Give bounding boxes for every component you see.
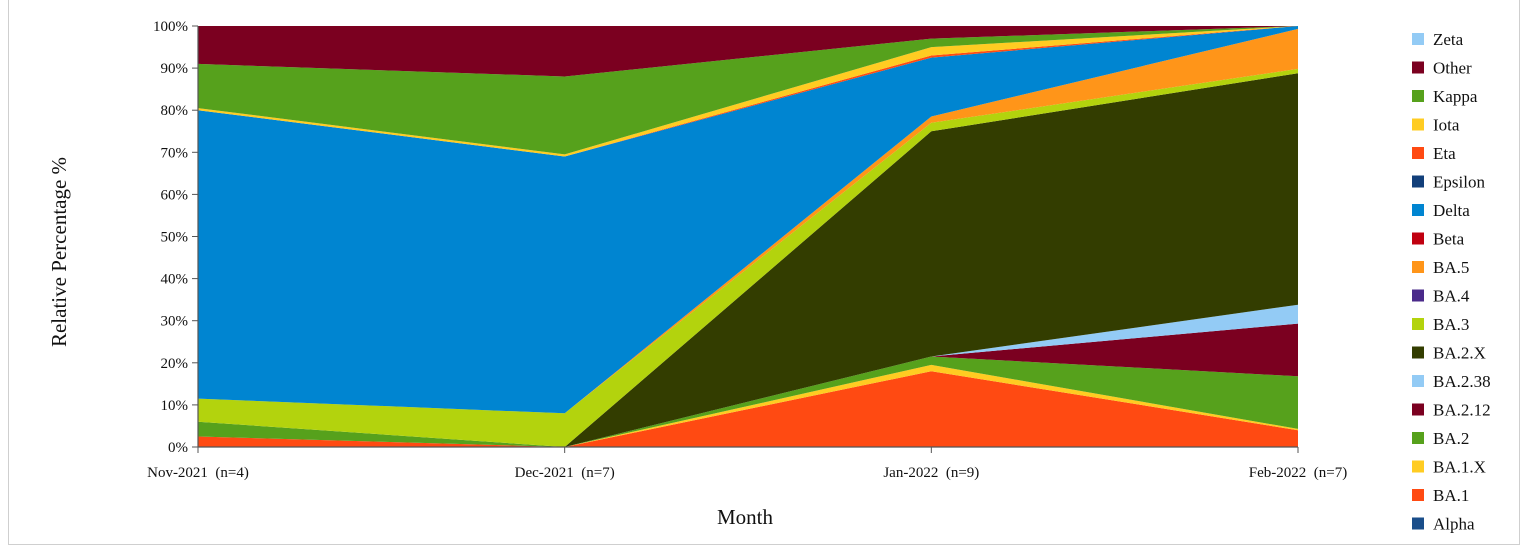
y-tick-label: 0% [168,440,188,456]
legend-swatch [1412,403,1424,416]
legend-item-kappa: Kappa [1412,87,1478,106]
legend-item-ba-2: BA.2 [1412,429,1469,448]
area-other [198,26,1298,77]
legend-item-ba-4: BA.4 [1412,287,1470,306]
legend-swatch [1412,175,1424,188]
legend-item-eta: Eta [1412,144,1456,163]
legend-label: BA.1 [1433,486,1469,505]
legend-item-iota: Iota [1412,116,1460,135]
y-tick-label: 90% [161,61,189,77]
area-ba-1-x [198,364,1298,447]
legend-item-ba-2-38: BA.2.38 [1412,372,1491,391]
legend-label: Beta [1433,230,1465,249]
legend-label: BA.2 [1433,429,1469,448]
legend-label: BA.2.38 [1433,372,1491,391]
y-tick-label: 60% [161,187,189,203]
legend-label: BA.2.X [1433,344,1486,363]
y-tick-label: 100% [153,19,188,35]
area-kappa [198,26,1298,155]
y-tick-label: 10% [161,398,189,414]
legend-swatch [1412,232,1424,245]
legend-swatch [1412,90,1424,102]
legend-swatch [1412,261,1424,273]
legend-swatch [1412,460,1424,473]
area-delta [198,26,1298,414]
area-ba-3 [198,68,1298,448]
legend-label: BA.2.12 [1433,401,1491,420]
legend-label: BA.3 [1433,315,1469,334]
legend-item-beta: Beta [1412,230,1465,249]
legend-item-epsilon: Epsilon [1412,173,1485,192]
y-tick-label: 50% [161,230,189,246]
legend-label: Epsilon [1433,173,1485,192]
y-tick-label: 70% [161,145,189,161]
legend-item-delta: Delta [1412,201,1470,220]
legend-label: Zeta [1433,30,1464,49]
y-tick-label: 20% [161,356,189,372]
chart-areas [198,26,1298,448]
legend-swatch [1412,517,1424,530]
legend-label: Eta [1433,144,1456,163]
x-axis-title: Month [717,505,774,529]
legend-label: BA.1.X [1433,458,1486,477]
legend-item-alpha: Alpha [1412,515,1475,534]
legend-label: Delta [1433,201,1470,220]
legend-swatch [1412,118,1424,131]
y-tick-label: 80% [161,103,189,119]
legend-swatch [1412,204,1424,216]
area-ba-5 [198,28,1298,414]
x-tick-label: Feb-2022 (n=7) [1249,465,1347,481]
legend-label: Alpha [1433,515,1475,534]
legend-label: Kappa [1433,87,1478,106]
x-tick-label: Dec-2021 (n=7) [515,465,615,481]
chart-frame [8,0,1520,545]
legend-label: Other [1433,59,1472,78]
legend-item-ba-3: BA.3 [1412,315,1469,334]
legend-item-other: Other [1412,59,1472,78]
legend: Zeta Other Kappa Iota Eta Epsilon Delta Beta BA.… [1412,30,1491,534]
legend-item-ba-1-x: BA.1.X [1412,458,1486,477]
legend-swatch [1412,375,1424,387]
legend-swatch [1412,61,1424,74]
legend-label: Iota [1433,116,1460,135]
legend-swatch [1412,147,1424,159]
y-tick-label: 30% [161,314,189,330]
y-tick-label: 40% [161,272,189,288]
area-ba-2-x [198,73,1298,447]
legend-label: BA.5 [1433,258,1469,277]
y-axis-title: Relative Percentage % [47,157,71,347]
x-tick-label: Jan-2022 (n=9) [883,465,979,481]
legend-item-zeta: Zeta [1412,30,1464,49]
legend-item-ba-2-x: BA.2.X [1412,344,1486,363]
x-tick-label: Nov-2021 (n=4) [147,465,249,481]
legend-swatch [1412,346,1424,359]
legend-swatch [1412,33,1424,45]
legend-item-ba-1: BA.1 [1412,486,1469,505]
legend-swatch [1412,432,1424,444]
area-ba-2-12 [198,323,1298,447]
legend-swatch [1412,289,1424,302]
chart-axes: 0% 10% 20% 30% 40% 50% 60% 70% 80% 90% 100% Nov-202… [147,19,1347,481]
legend-item-ba-2-12: BA.2.12 [1412,401,1491,420]
legend-item-ba-5: BA.5 [1412,258,1469,277]
legend-label: BA.4 [1433,287,1470,306]
legend-swatch [1412,318,1424,330]
legend-swatch [1412,489,1424,501]
